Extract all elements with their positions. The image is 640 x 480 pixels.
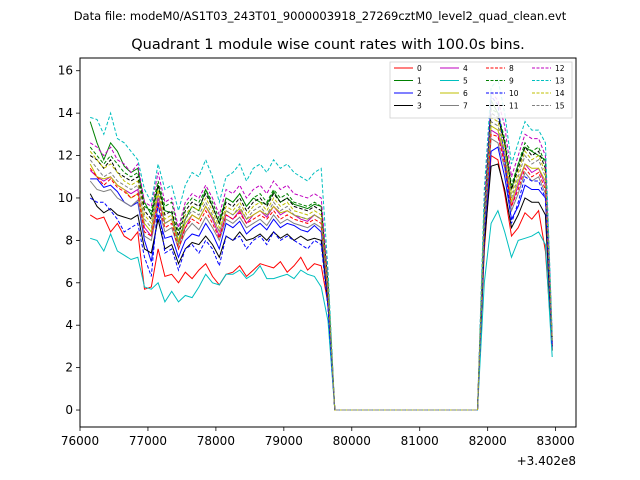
chart-suptitle: Data file: modeM0/AS1T03_243T01_90000039… (74, 9, 567, 23)
legend-label-1: 1 (417, 77, 422, 86)
axes-frame (79, 57, 577, 428)
y-tick-label: 16 (58, 64, 73, 78)
series-line-5 (90, 209, 553, 411)
legend-label-3: 3 (417, 102, 422, 111)
legend-label-8: 8 (509, 64, 514, 73)
x-tick-label: 82000 (469, 434, 507, 448)
series-line-14 (89, 116, 553, 411)
series-line-0 (89, 154, 553, 411)
series-line-12 (89, 90, 553, 411)
y-axis-ticks: 0 2 4 6 8 10 12 14 16 (58, 64, 80, 417)
legend-label-12: 12 (555, 64, 565, 73)
series-line-2 (90, 146, 553, 411)
x-tick-label: 83000 (537, 434, 575, 448)
x-tick-label: 77000 (129, 434, 167, 448)
chart-title: Quadrant 1 module wise count rates with … (131, 37, 525, 53)
legend-label-0: 0 (417, 64, 422, 73)
x-tick-label: 78000 (197, 434, 235, 448)
legend-label-5: 5 (463, 77, 468, 86)
x-tick-label: 80000 (333, 434, 371, 448)
series-line-13 (90, 78, 553, 411)
x-tick-label: 79000 (265, 434, 303, 448)
legend-label-7: 7 (463, 102, 468, 111)
y-tick-label: 2 (65, 361, 73, 375)
x-axis-offset-label: +3.402e8 (517, 454, 576, 468)
series-line-8 (89, 133, 553, 411)
x-axis-ticks: 76000 77000 78000 79000 80000 81000 82000 83000 (61, 427, 575, 448)
series-line-15 (89, 120, 553, 411)
legend-label-2: 2 (417, 89, 422, 98)
legend-label-14: 14 (555, 89, 565, 98)
plot-lines (89, 78, 553, 411)
x-tick-label: 81000 (401, 434, 439, 448)
y-tick-label: 10 (58, 191, 73, 205)
y-tick-label: 4 (65, 318, 73, 332)
series-line-6 (89, 125, 553, 411)
legend-label-4: 4 (463, 64, 468, 73)
legend-label-6: 6 (463, 89, 468, 98)
legend-frame (389, 61, 573, 119)
series-line-3 (89, 163, 553, 411)
y-tick-label: 8 (65, 233, 73, 247)
series-line-9 (89, 108, 553, 411)
legend-label-9: 9 (509, 77, 514, 86)
y-tick-label: 6 (65, 276, 73, 290)
x-tick-label: 76000 (61, 434, 99, 448)
y-tick-label: 12 (58, 149, 73, 163)
legend-label-15: 15 (555, 102, 565, 111)
series-line-7 (89, 137, 553, 411)
y-tick-label: 0 (65, 403, 73, 417)
legend-label-11: 11 (509, 102, 519, 111)
legend-label-10: 10 (509, 89, 519, 98)
y-tick-label: 14 (58, 106, 73, 120)
legend-label-13: 13 (555, 77, 565, 86)
